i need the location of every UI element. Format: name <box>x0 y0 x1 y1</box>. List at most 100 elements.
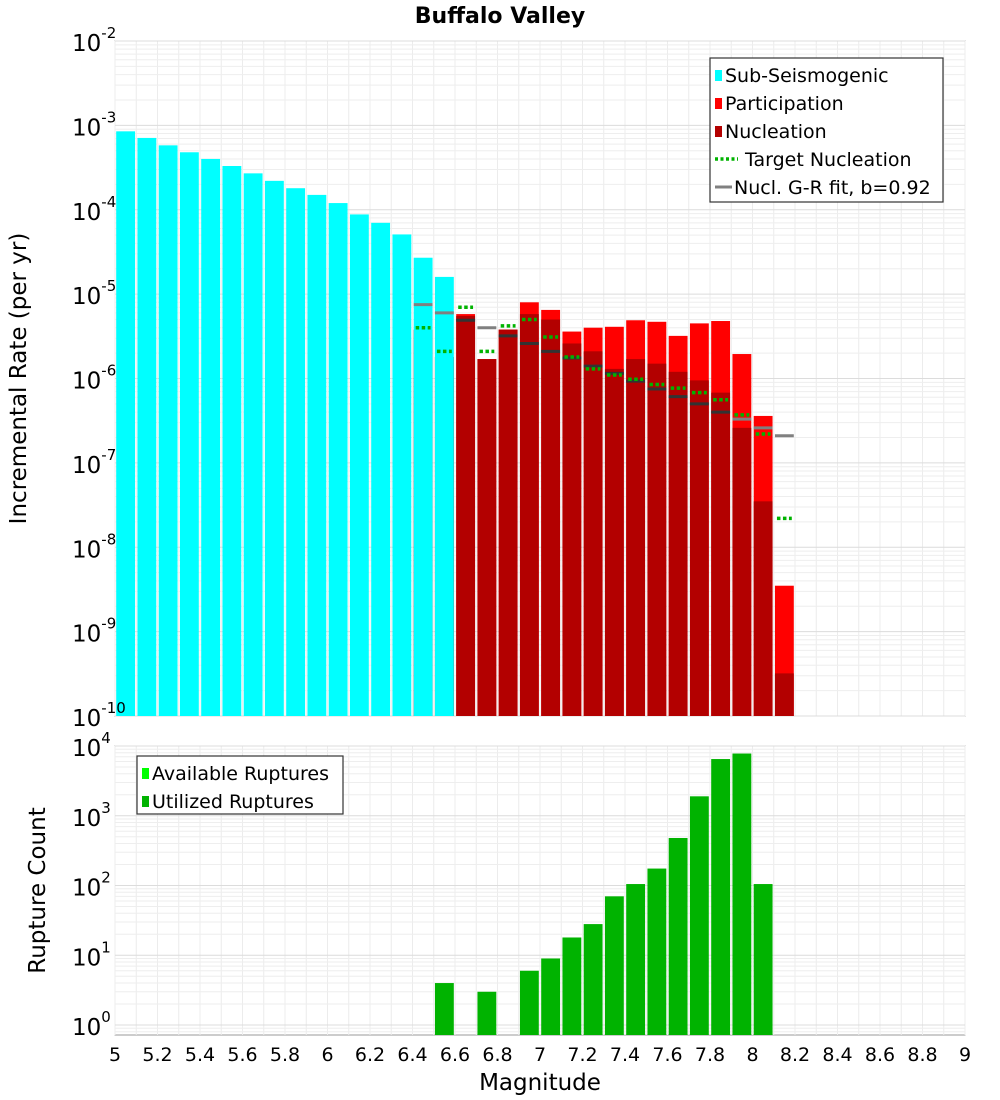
legend-label: Target Nucleation <box>744 149 912 171</box>
top-legend: Sub-Seismogenic Participation Nucleation Ta… <box>709 57 944 203</box>
x-tick-label: 5.4 <box>185 1044 215 1066</box>
x-tick-label: 5.6 <box>227 1044 257 1066</box>
legend-label: Participation <box>725 93 844 115</box>
y-tick-label: 10-7 <box>72 446 116 479</box>
y-tick-label: 10-6 <box>72 362 116 395</box>
sub-seismogenic-bar <box>137 137 157 717</box>
nucleation-bar <box>732 427 752 716</box>
x-tick-label: 7.4 <box>610 1044 640 1066</box>
top-bars <box>116 131 794 717</box>
x-tick-label: 8.6 <box>865 1044 895 1066</box>
nucleation-bar <box>604 368 624 716</box>
legend-label: Sub-Seismogenic <box>725 65 889 87</box>
legend-label: Available Ruptures <box>152 763 329 785</box>
x-tick-label: 7 <box>534 1044 546 1066</box>
sub-seismogenic-bar <box>349 214 369 717</box>
utilized-ruptures-bar <box>668 837 688 1035</box>
y-tick-label: 10-8 <box>72 530 116 563</box>
x-tick-label: 7.2 <box>567 1044 597 1066</box>
y-tick-label: 10-9 <box>72 615 116 648</box>
legend-swatch <box>715 126 722 137</box>
y-tick-label: 10-10 <box>72 699 126 732</box>
utilized-ruptures-bar <box>541 958 561 1035</box>
chart-title: Buffalo Valley <box>415 4 585 29</box>
nucleation-bar <box>711 392 731 716</box>
sub-seismogenic-bar <box>243 173 263 716</box>
x-tick-label: 5 <box>109 1044 121 1066</box>
utilized-ruptures-bar <box>711 759 731 1035</box>
legend-swatch <box>142 768 149 779</box>
sub-seismogenic-bar <box>116 131 136 717</box>
utilized-ruptures-bar <box>562 937 582 1035</box>
bottom-y-tick-labels: 104 103 102 101 100 <box>72 729 111 1041</box>
bottom-legend: Available Ruptures Utilized Ruptures <box>136 755 344 815</box>
nucleation-bar <box>774 673 794 716</box>
utilized-ruptures-bar <box>477 991 497 1035</box>
y-tick-label: 104 <box>72 729 111 762</box>
sub-seismogenic-bar <box>286 188 306 717</box>
utilized-ruptures-bar <box>434 983 454 1035</box>
x-tick-label: 6 <box>321 1044 333 1066</box>
y-tick-label: 101 <box>72 938 111 971</box>
utilized-ruptures-bar <box>519 970 539 1035</box>
nucleation-bar <box>583 351 603 716</box>
sub-seismogenic-bar <box>307 194 327 716</box>
x-tick-label: 8.4 <box>822 1044 852 1066</box>
x-tick-label: 6.4 <box>397 1044 427 1066</box>
utilized-ruptures-bar <box>689 796 709 1035</box>
nucleation-bar <box>626 359 646 716</box>
nucleation-bar <box>541 319 561 716</box>
sub-seismogenic-bar <box>328 203 348 716</box>
legend-box <box>136 755 344 815</box>
nucleation-bar <box>668 371 688 716</box>
sub-seismogenic-bar <box>179 152 199 716</box>
x-tick-label: 6.8 <box>482 1044 512 1066</box>
sub-seismogenic-bar <box>413 257 433 716</box>
x-tick-label: 6.2 <box>355 1044 385 1066</box>
sub-seismogenic-bar <box>434 276 454 716</box>
utilized-ruptures-bar <box>583 924 603 1035</box>
utilized-ruptures-bar <box>626 884 646 1035</box>
y-tick-label: 102 <box>72 869 111 902</box>
top-line-series <box>413 303 794 521</box>
legend-swatch <box>715 98 722 109</box>
sub-seismogenic-bar <box>371 222 391 716</box>
sub-seismogenic-bar <box>158 145 178 717</box>
bottom-bars <box>434 753 773 1035</box>
nucleation-bar <box>456 316 476 716</box>
legend-swatch <box>142 796 149 807</box>
utilized-ruptures-bar <box>604 896 624 1035</box>
legend-swatch <box>715 70 722 81</box>
legend-box <box>709 57 944 203</box>
x-tick-label: 7.6 <box>652 1044 682 1066</box>
y-tick-label: 103 <box>72 799 111 832</box>
incremental-rate-panel: 10-2 10-3 10-4 10-5 10-6 10-7 10-8 10-9 10-10 In… <box>6 24 966 732</box>
legend-label: Utilized Ruptures <box>152 791 314 813</box>
x-tick-label: 7.8 <box>695 1044 725 1066</box>
nucleation-bar <box>753 501 773 716</box>
x-tick-label: 5.2 <box>142 1044 172 1066</box>
x-tick-label: 9 <box>959 1044 971 1066</box>
utilized-ruptures-bar <box>732 753 752 1035</box>
top-y-axis-label: Incremental Rate (per yr) <box>6 233 32 525</box>
x-tick-labels: 5 5.2 5.4 5.6 5.8 6 6.2 6.4 6.6 6.8 7 7.2 7.4 7.6 7.8 8… <box>109 1044 971 1066</box>
x-tick-label: 5.8 <box>270 1044 300 1066</box>
y-tick-label: 10-3 <box>72 108 116 141</box>
x-tick-label: 8.8 <box>907 1044 937 1066</box>
y-tick-label: 100 <box>72 1008 111 1041</box>
sub-seismogenic-bar <box>201 158 221 717</box>
x-tick-label: 8.2 <box>780 1044 810 1066</box>
utilized-ruptures-bar <box>753 884 773 1035</box>
x-tick-label: 8 <box>746 1044 758 1066</box>
nucleation-bar <box>498 329 518 716</box>
legend-label: Nucleation <box>725 121 827 143</box>
bottom-y-axis-label: Rupture Count <box>25 807 51 973</box>
nucleation-bar <box>562 343 582 716</box>
nucleation-bar <box>519 314 539 716</box>
sub-seismogenic-bar <box>392 234 412 716</box>
nucleation-bar <box>647 363 667 716</box>
top-y-tick-labels: 10-2 10-3 10-4 10-5 10-6 10-7 10-8 10-9 10-10 <box>72 24 126 732</box>
y-tick-label: 10-2 <box>72 24 116 57</box>
x-axis-label: Magnitude <box>479 1070 601 1096</box>
